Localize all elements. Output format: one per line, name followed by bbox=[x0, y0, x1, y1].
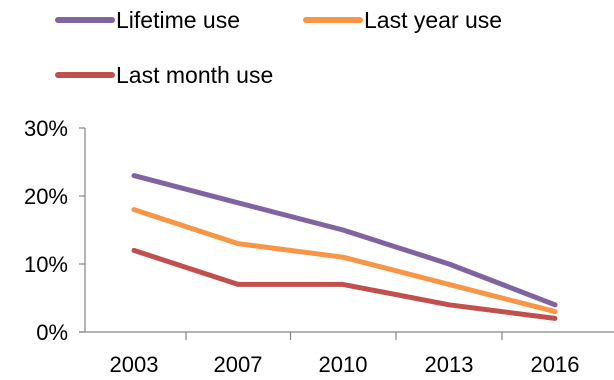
legend-label: Last year use bbox=[364, 7, 502, 33]
chart-axes bbox=[79, 127, 614, 340]
series-line-3 bbox=[131, 247, 558, 321]
x-tick-label: 2007 bbox=[214, 352, 263, 377]
y-tick-label: 10% bbox=[24, 252, 68, 277]
series-line-1 bbox=[131, 173, 558, 308]
x-tick-label: 2013 bbox=[425, 352, 474, 377]
chart-tick-labels: 0% 10% 20% 30% 2003 2007 2010 2013 2016 bbox=[24, 116, 580, 377]
x-tick-label: 2016 bbox=[531, 352, 580, 377]
legend-label: Last month use bbox=[116, 62, 273, 88]
y-tick-label: 30% bbox=[24, 116, 68, 141]
series-line-2 bbox=[131, 207, 558, 315]
chart-legend: Lifetime use Last year use Last month use bbox=[55, 7, 502, 88]
x-tick-label: 2003 bbox=[110, 352, 159, 377]
chart-series bbox=[131, 173, 558, 321]
legend-label: Lifetime use bbox=[116, 7, 240, 33]
y-tick-label: 0% bbox=[36, 320, 68, 345]
x-tick-label: 2010 bbox=[319, 352, 368, 377]
y-tick-label: 20% bbox=[24, 184, 68, 209]
